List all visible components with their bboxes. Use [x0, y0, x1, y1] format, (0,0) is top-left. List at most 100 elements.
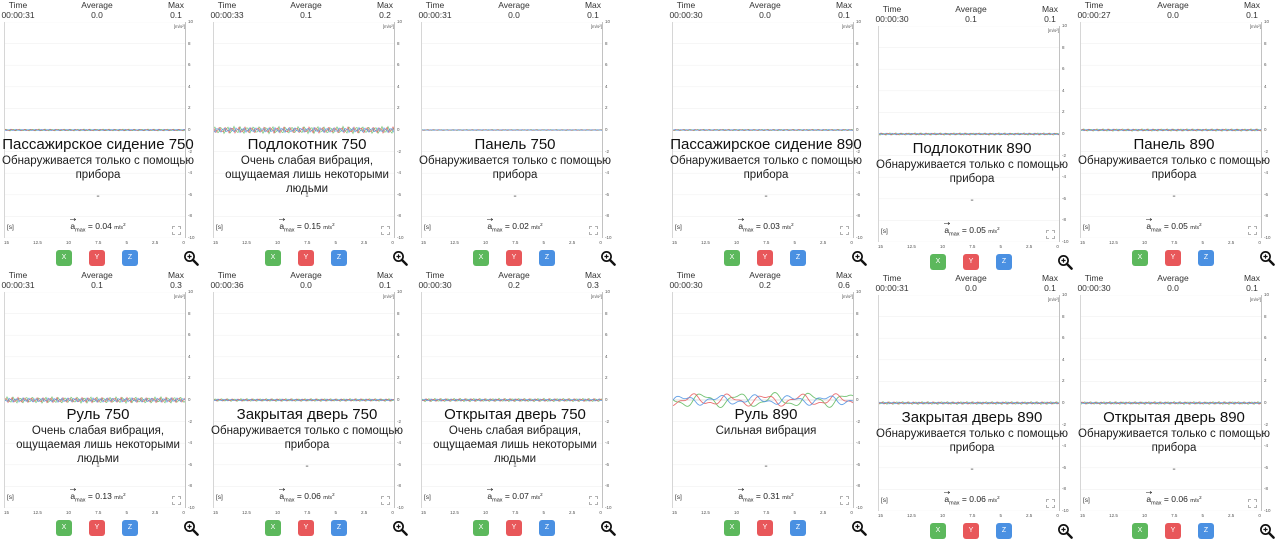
secondary-note: -: [513, 191, 517, 202]
amax-equals: =: [504, 220, 510, 231]
acceleration-chart: [421, 22, 603, 238]
zoom-in-icon[interactable]: [851, 520, 867, 536]
toggle-y-button[interactable]: Y: [1165, 250, 1181, 266]
y-tick-label: -2: [397, 418, 402, 424]
time-label: Time: [425, 0, 445, 10]
toggle-x-button[interactable]: X: [1132, 523, 1148, 539]
zoom-in-icon[interactable]: [183, 520, 199, 536]
toggle-z-button[interactable]: Z: [790, 520, 806, 536]
toggle-z-button[interactable]: Z: [331, 520, 347, 536]
y-tick-label: 8: [1264, 313, 1267, 319]
toggle-x-button[interactable]: X: [724, 250, 740, 266]
expand-icon[interactable]: [589, 222, 598, 235]
average-label: Average: [290, 0, 322, 10]
y-tick-label: 2: [605, 105, 608, 111]
toggle-y-button[interactable]: Y: [757, 250, 773, 266]
toggle-y-button[interactable]: Y: [1165, 523, 1181, 539]
max-value: 0.1: [1246, 9, 1258, 20]
y-tick-label: 10: [397, 19, 403, 24]
x-axis-ticks: 15 12.5 10 7.5 5 2.5 0: [213, 510, 394, 516]
amax-unit-base: m/s: [988, 497, 998, 504]
expand-icon[interactable]: [1248, 222, 1257, 235]
toggle-y-button[interactable]: Y: [963, 523, 979, 539]
amax-value: 0.03: [763, 220, 780, 231]
zoom-in-icon[interactable]: [1057, 254, 1073, 270]
description-line: ощущаемая лишь некоторыми: [433, 439, 597, 451]
y-tick-label: -2: [605, 418, 610, 424]
y-axis-unit: [m/s²]: [173, 24, 185, 29]
zoom-in-icon[interactable]: [1057, 523, 1073, 539]
toggle-z-button[interactable]: Z: [996, 254, 1012, 270]
secondary-note: -: [96, 191, 100, 202]
toggle-z-button[interactable]: Z: [790, 250, 806, 266]
x-tick-label: 10: [65, 240, 71, 245]
average-stat: Average 0.0: [1148, 273, 1198, 293]
expand-icon[interactable]: [172, 222, 181, 235]
amax-unit: m/s2: [114, 492, 125, 501]
secondary-note: -: [764, 191, 768, 202]
toggle-z-button[interactable]: Z: [539, 250, 555, 266]
toggle-x-button[interactable]: X: [473, 520, 489, 536]
average-label: Average: [1157, 0, 1189, 10]
zoom-in-icon[interactable]: [392, 250, 408, 266]
expand-icon[interactable]: [840, 222, 849, 235]
x-axis-unit: [s]: [424, 224, 431, 231]
toggle-z-button[interactable]: Z: [122, 250, 138, 266]
toggle-x-button[interactable]: X: [56, 250, 72, 266]
toggle-y-button[interactable]: Y: [757, 520, 773, 536]
zoom-in-icon[interactable]: [183, 250, 199, 266]
toggle-y-button[interactable]: Y: [506, 250, 522, 266]
time-label: Time: [8, 0, 28, 10]
time-value: 00:00:31: [1, 9, 35, 20]
toggle-z-button[interactable]: Z: [1198, 523, 1214, 539]
toggle-y-button[interactable]: Y: [506, 520, 522, 536]
zoom-in-icon[interactable]: [392, 520, 408, 536]
acceleration-chart: [878, 295, 1060, 511]
y-tick-label: 2: [1264, 105, 1267, 111]
toggle-x-button[interactable]: X: [1132, 250, 1148, 266]
toggle-y-button[interactable]: Y: [89, 250, 105, 266]
expand-icon[interactable]: [1046, 495, 1055, 508]
expand-icon[interactable]: [381, 222, 390, 235]
expand-icon[interactable]: [840, 492, 849, 505]
max-stat: Max 0.1: [1232, 0, 1272, 20]
toggle-y-button[interactable]: Y: [298, 520, 314, 536]
expand-icon[interactable]: [172, 492, 181, 505]
toggle-z-button[interactable]: Z: [1198, 250, 1214, 266]
expand-icon[interactable]: [589, 492, 598, 505]
x-tick-label: 12.5: [33, 510, 42, 515]
expand-icon[interactable]: [1248, 495, 1257, 508]
toggle-y-button[interactable]: Y: [298, 250, 314, 266]
amax-symbol: a: [279, 487, 286, 503]
toggle-x-button[interactable]: X: [724, 520, 740, 536]
vector-arrow-icon: [944, 221, 951, 225]
toggle-x-button[interactable]: X: [473, 250, 489, 266]
toggle-x-button[interactable]: X: [930, 523, 946, 539]
y-tick-label: 2: [397, 375, 400, 381]
toggle-z-button[interactable]: Z: [539, 520, 555, 536]
zoom-in-icon[interactable]: [851, 250, 867, 266]
average-value: 0.0: [1167, 282, 1179, 293]
zoom-in-icon[interactable]: [600, 520, 616, 536]
toggle-y-button[interactable]: Y: [89, 520, 105, 536]
expand-icon[interactable]: [381, 492, 390, 505]
toggle-z-button[interactable]: Z: [122, 520, 138, 536]
x-tick-label: 12.5: [1109, 513, 1118, 518]
amax-symbol: a: [944, 490, 951, 506]
toggle-x-button[interactable]: X: [930, 254, 946, 270]
zoom-in-icon[interactable]: [1259, 523, 1275, 539]
toggle-x-button[interactable]: X: [56, 520, 72, 536]
toggle-z-button[interactable]: Z: [996, 523, 1012, 539]
toggle-y-button[interactable]: Y: [963, 254, 979, 270]
x-tick-label: 5: [125, 510, 128, 515]
time-value: 00:00:33: [210, 9, 244, 20]
vibration-description: Обнаруживается только с помощью прибора: [1076, 427, 1272, 455]
expand-icon[interactable]: [1046, 226, 1055, 239]
zoom-in-icon[interactable]: [600, 250, 616, 266]
toggle-x-button[interactable]: X: [265, 520, 281, 536]
toggle-x-button[interactable]: X: [265, 250, 281, 266]
y-tick-label: 10: [188, 19, 194, 24]
x-tick-label: 7.5: [969, 513, 976, 518]
toggle-z-button[interactable]: Z: [331, 250, 347, 266]
zoom-in-icon[interactable]: [1259, 250, 1275, 266]
